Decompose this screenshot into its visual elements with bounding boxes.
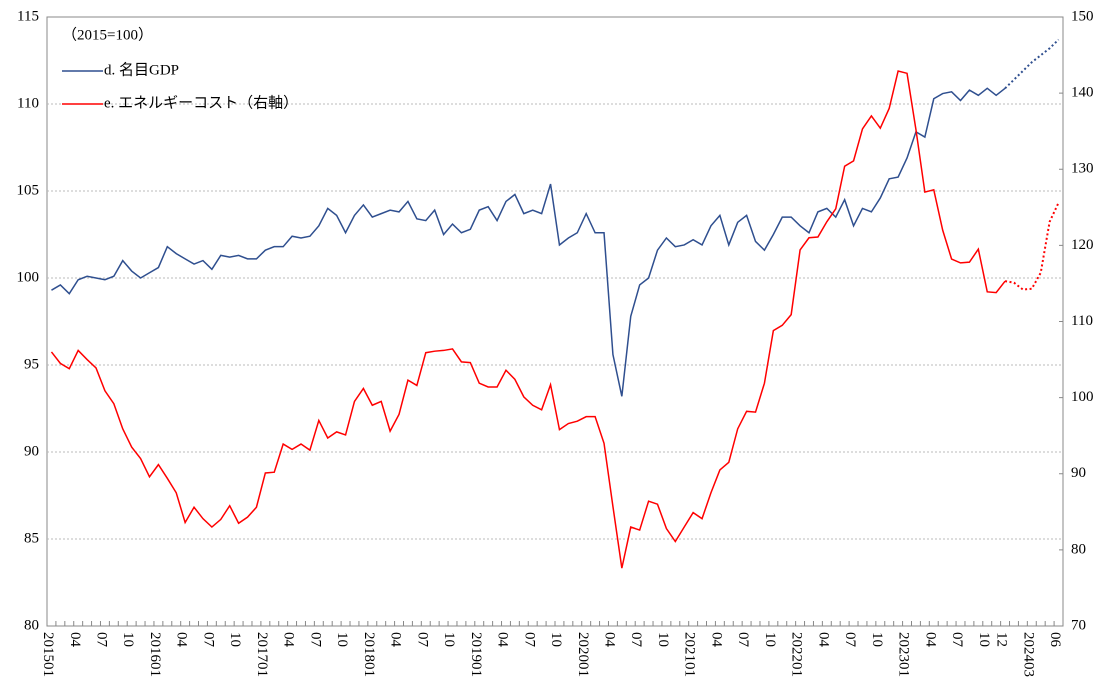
x-tick-label: 202301 — [896, 632, 912, 677]
x-tick-label: 10 — [334, 632, 350, 647]
x-tick-label: 201601 — [147, 632, 163, 677]
y2-tick-label: 150 — [1071, 8, 1094, 24]
x-tick-label: 04 — [922, 632, 938, 648]
y-tick-label: 85 — [24, 530, 39, 546]
x-tick-label: 04 — [67, 632, 83, 648]
x-tick-label: 201901 — [468, 632, 484, 677]
x-tick-label: 07 — [93, 632, 109, 648]
x-tick-label: 07 — [842, 632, 858, 648]
x-tick-label: 07 — [414, 632, 430, 648]
series-line — [1004, 38, 1060, 90]
legend-label: d. 名目GDP — [104, 61, 179, 78]
x-tick-label: 07 — [949, 632, 965, 648]
x-tick-label: 201501 — [40, 632, 56, 677]
y-tick-label: 110 — [17, 95, 39, 111]
y-tick-label: 90 — [24, 443, 39, 459]
y2-tick-label: 80 — [1071, 541, 1086, 557]
y-tick-label: 80 — [24, 617, 39, 633]
x-tick-label: 201801 — [361, 632, 377, 677]
x-tick-label: 10 — [548, 632, 564, 647]
x-tick-label: 10 — [762, 632, 778, 647]
x-tick-label: 06 — [1047, 632, 1063, 648]
x-tick-label: 04 — [815, 632, 831, 648]
x-tick-label: 04 — [174, 632, 190, 648]
y-tick-label: 105 — [17, 182, 40, 198]
x-tick-label: 202403 — [1020, 632, 1036, 677]
y2-tick-label: 110 — [1071, 313, 1093, 329]
y-tick-label: 115 — [17, 8, 39, 24]
series-line — [51, 87, 1006, 397]
x-tick-label: 07 — [200, 632, 216, 648]
x-tick-label: 10 — [441, 632, 457, 647]
legend-label: e. エネルギーコスト（右軸） — [104, 94, 298, 111]
x-tick-label: 202101 — [682, 632, 698, 677]
x-tick-label: 07 — [521, 632, 537, 648]
x-tick-label: 04 — [708, 632, 724, 648]
x-tick-label: 10 — [120, 632, 136, 647]
y2-tick-label: 140 — [1071, 85, 1094, 101]
y2-tick-label: 90 — [1071, 465, 1086, 481]
y-tick-label: 100 — [17, 269, 40, 285]
x-tick-label: 202201 — [789, 632, 805, 677]
x-tick-label: 10 — [976, 632, 992, 647]
x-tick-label: 04 — [495, 632, 511, 648]
x-tick-label: 10 — [869, 632, 885, 647]
x-tick-label: 04 — [388, 632, 404, 648]
x-tick-label: 10 — [227, 632, 243, 647]
y-tick-label: 95 — [24, 356, 39, 372]
x-tick-label: 201701 — [254, 632, 270, 677]
x-tick-label: 04 — [281, 632, 297, 648]
y2-tick-label: 100 — [1071, 389, 1094, 405]
series-line — [1004, 202, 1060, 291]
y2-tick-label: 120 — [1071, 237, 1094, 253]
x-tick-label: 07 — [735, 632, 751, 648]
x-tick-label: 04 — [601, 632, 617, 648]
x-tick-label: 202001 — [575, 632, 591, 677]
x-tick-label: 07 — [628, 632, 644, 648]
x-tick-label: 12 — [994, 632, 1010, 647]
y2-tick-label: 70 — [1071, 617, 1086, 633]
series-line — [50, 70, 1006, 569]
x-tick-label: 10 — [655, 632, 671, 647]
x-tick-label: 07 — [307, 632, 323, 648]
y2-tick-label: 130 — [1071, 161, 1094, 177]
annotation: （2015=100） — [62, 26, 153, 43]
